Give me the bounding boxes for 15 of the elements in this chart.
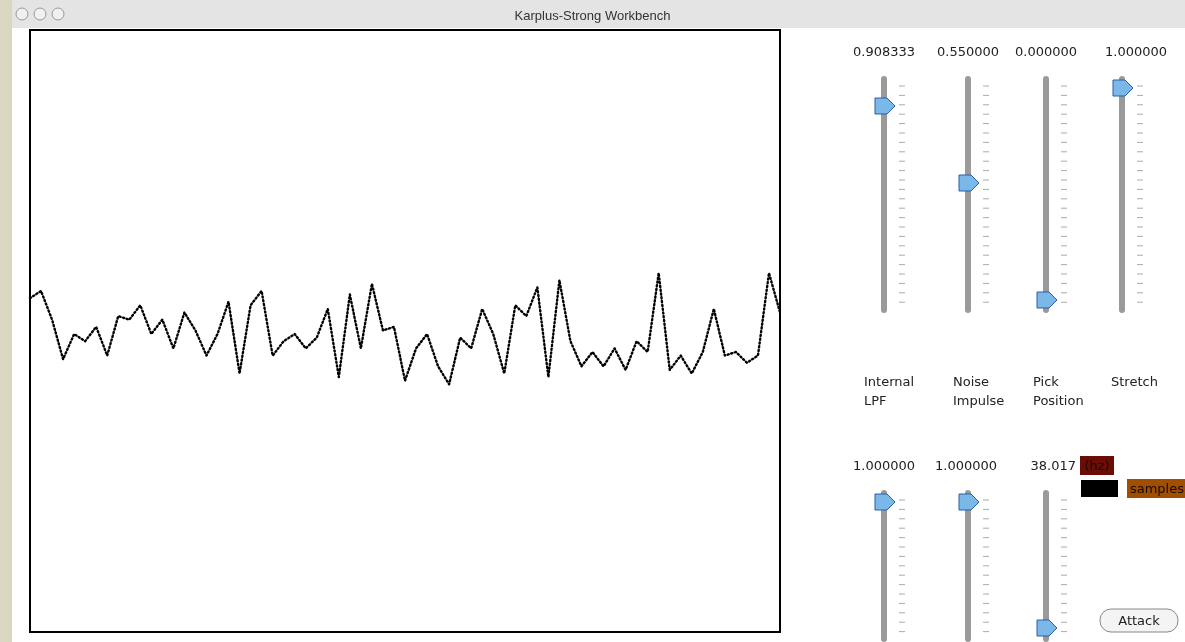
text: 0.908333 xyxy=(852,44,916,59)
text: 0.000000 xyxy=(1014,44,1078,59)
text: (hz) xyxy=(1084,458,1110,473)
text: Attack xyxy=(1118,613,1161,628)
text: 1.000000 xyxy=(1104,44,1168,59)
text: 1.000000 xyxy=(934,458,998,473)
text: 1.000000 xyxy=(852,458,916,473)
text: Stretch xyxy=(1111,374,1158,389)
text: 38.017 xyxy=(1030,458,1076,473)
text: Noise Impulse xyxy=(953,374,1005,408)
text: Pick Position xyxy=(1033,374,1084,408)
text: samples xyxy=(1129,481,1185,496)
chart-title: Karplus-Strong Workbench xyxy=(514,8,671,23)
text: Internal LPF xyxy=(864,374,915,408)
text: 0.550000 xyxy=(936,44,1000,59)
